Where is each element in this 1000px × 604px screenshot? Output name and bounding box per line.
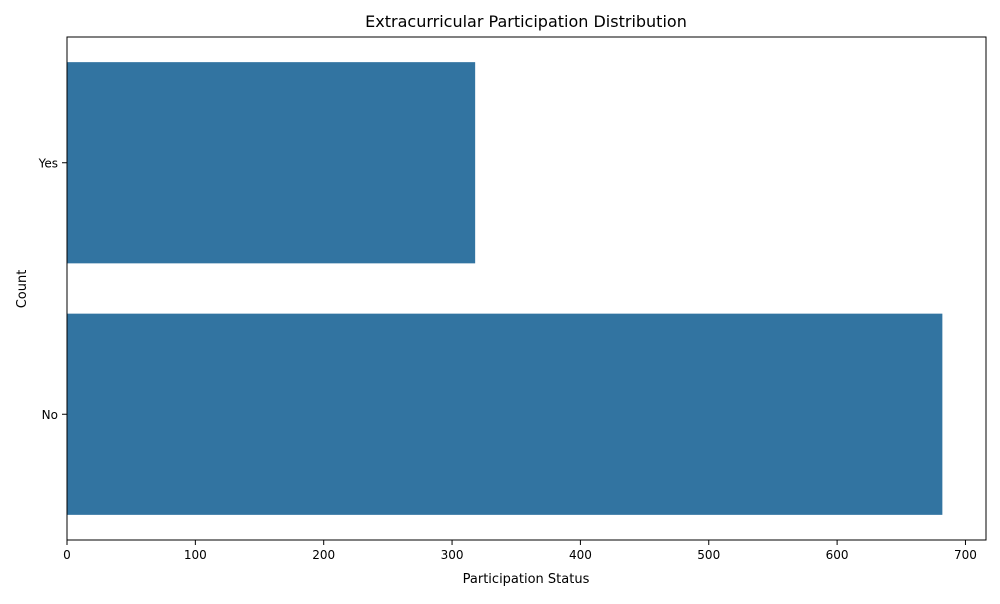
y-tick-label: Yes (38, 156, 58, 170)
bars (67, 62, 943, 515)
x-axis-ticks: 0 100 200 300 400 500 600 700 (63, 540, 977, 562)
bar-yes (67, 62, 476, 264)
chart-title: Extracurricular Participation Distributi… (365, 12, 687, 31)
x-tick-label: 200 (312, 548, 335, 562)
x-tick-label: 600 (826, 548, 849, 562)
plot-frame (66, 36, 987, 541)
x-tick-label: 400 (569, 548, 592, 562)
axes (66, 36, 987, 541)
x-axis-label: Participation Status (463, 572, 590, 587)
y-tick-label: No (42, 408, 58, 422)
bar-no (67, 313, 943, 515)
x-tick-label: 700 (954, 548, 977, 562)
x-tick-label: 300 (441, 548, 464, 562)
y-axis-label: Count (15, 270, 30, 309)
y-axis-ticks: Yes No (38, 156, 67, 422)
x-tick-label: 500 (697, 548, 720, 562)
x-tick-label: 100 (184, 548, 207, 562)
x-tick-label: 0 (63, 548, 71, 562)
